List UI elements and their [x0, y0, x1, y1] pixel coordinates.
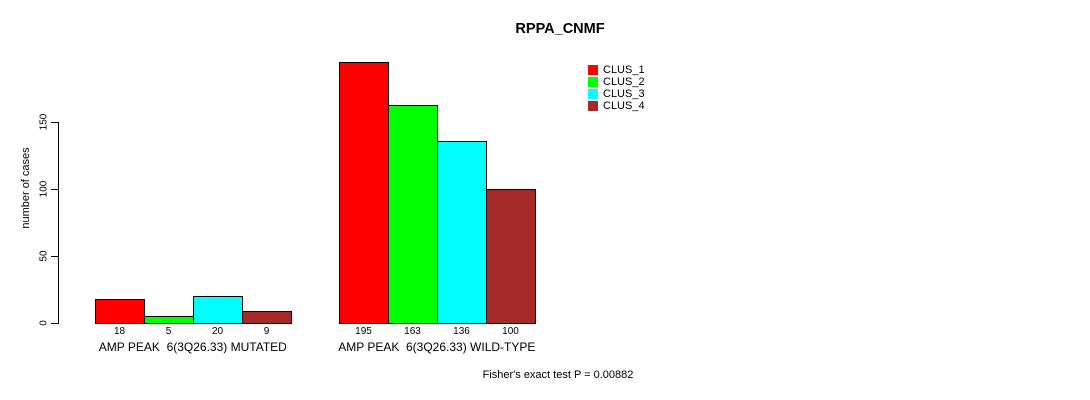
legend-swatch: [588, 101, 598, 111]
category-label: AMP PEAK 6(3Q26.33) WILD-TYPE: [338, 340, 536, 354]
bar-clus_3: [193, 296, 243, 324]
bar-value-label: 163: [404, 326, 421, 337]
y-axis-tick-label: 150: [38, 113, 50, 131]
legend-item: CLUS_4: [588, 100, 645, 112]
bar-value-label: 5: [165, 326, 172, 337]
bar-value-label: 18: [113, 326, 126, 337]
y-axis-tick: [51, 122, 58, 123]
y-axis-tick: [51, 189, 58, 190]
y-axis-label: number of cases: [20, 147, 32, 229]
legend-item: CLUS_3: [588, 88, 645, 100]
legend-swatch: [588, 65, 598, 75]
bar-clus_1: [339, 62, 389, 324]
y-axis-tick: [51, 323, 58, 324]
annotation-text: Fisher's exact test P = 0.00882: [482, 369, 634, 381]
y-axis-line: [58, 122, 59, 324]
bar-value-label: 136: [453, 326, 470, 337]
bar-value-label: 20: [211, 326, 224, 337]
y-axis-tick-label: 0: [38, 320, 50, 326]
bar-clus_3: [437, 141, 487, 324]
legend-item: CLUS_2: [588, 76, 645, 88]
legend-label: CLUS_1: [603, 64, 645, 76]
bar-clus_2: [388, 105, 438, 324]
bar-clus_1: [95, 299, 145, 324]
category-label: AMP PEAK 6(3Q26.33) MUTATED: [98, 340, 287, 354]
legend: CLUS_1 CLUS_2 CLUS_3 CLUS_4: [588, 65, 645, 113]
y-axis-tick: [51, 256, 58, 257]
bar-clus_2: [144, 316, 194, 324]
y-axis-tick-label: 100: [38, 180, 50, 198]
legend-swatch: [588, 89, 598, 99]
bar-value-label: 9: [263, 326, 270, 337]
legend-item: CLUS_1: [588, 64, 645, 76]
bar-clus_4: [242, 311, 292, 324]
legend-label: CLUS_2: [603, 76, 645, 88]
chart-title: RPPA_CNMF: [515, 21, 605, 37]
bar-clus_4: [486, 189, 536, 324]
bar-value-label: 195: [355, 326, 372, 337]
y-axis-tick-label: 50: [38, 250, 50, 262]
bar-value-label: 100: [502, 326, 519, 337]
legend-label: CLUS_4: [603, 100, 645, 112]
legend-swatch: [588, 77, 598, 87]
legend-label: CLUS_3: [603, 88, 645, 100]
